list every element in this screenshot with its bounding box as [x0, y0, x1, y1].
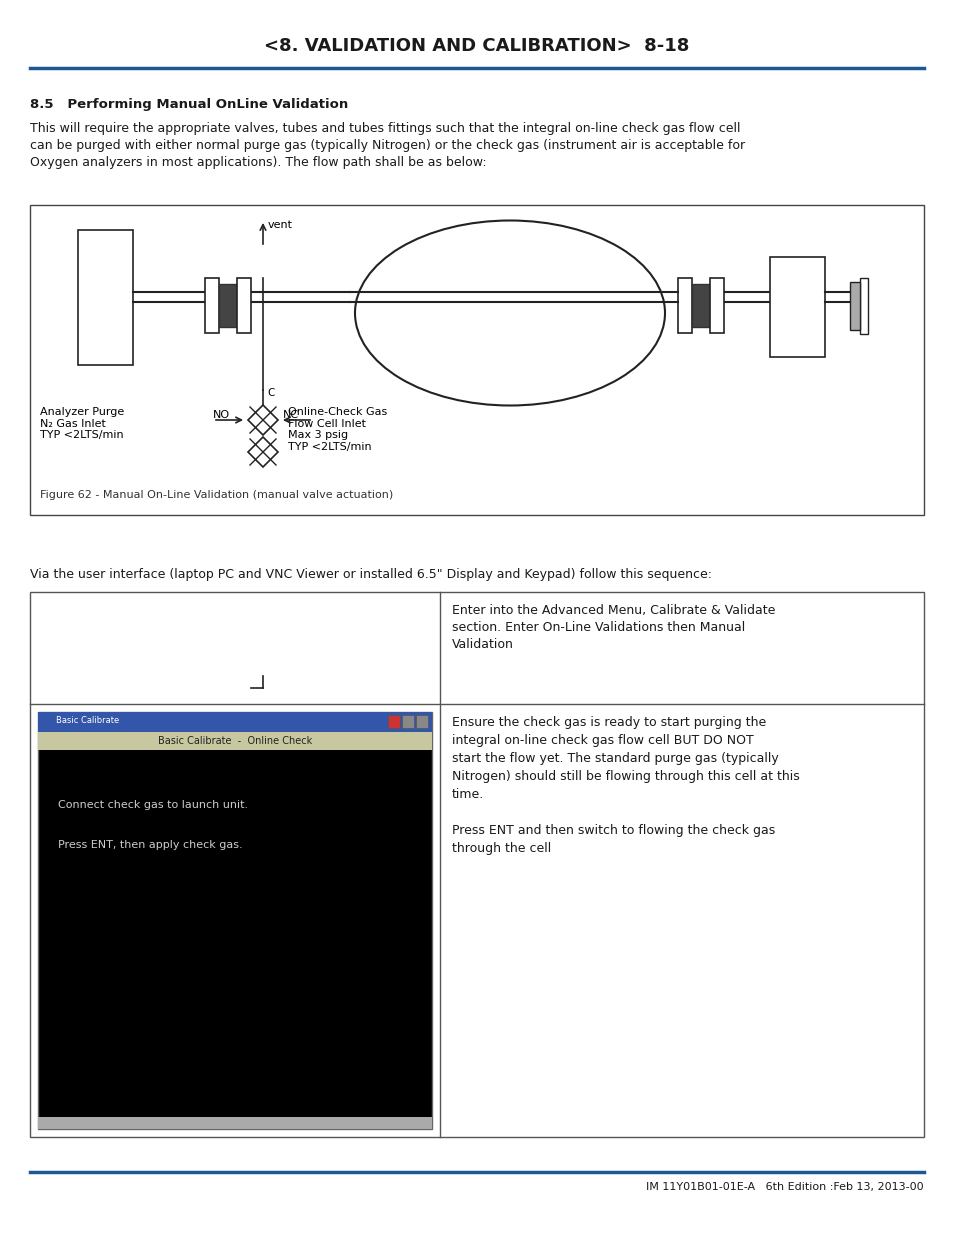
Text: Figure 62 - Manual On-Line Validation (manual valve actuation): Figure 62 - Manual On-Line Validation (m… [40, 490, 393, 500]
Text: Online-Check Gas
Flow Cell Inlet
Max 3 psig
TYP <2LTS/min: Online-Check Gas Flow Cell Inlet Max 3 p… [288, 408, 387, 452]
Polygon shape [248, 405, 277, 435]
Bar [38, 713, 432, 1129]
Text: <8. VALIDATION AND CALIBRATION>  8-18: <8. VALIDATION AND CALIBRATION> 8-18 [264, 37, 689, 56]
Text: Press ENT, then apply check gas.: Press ENT, then apply check gas. [58, 840, 242, 850]
Text: Basic Calibrate: Basic Calibrate [56, 716, 119, 725]
Bar [416, 715, 428, 727]
Bar [709, 278, 723, 333]
Bar [859, 278, 867, 333]
Bar [78, 230, 132, 366]
Bar [30, 592, 923, 1137]
Text: Basic Calibrate  -  Online Check: Basic Calibrate - Online Check [157, 736, 312, 746]
Bar [205, 278, 219, 333]
Bar [30, 205, 923, 515]
Bar [38, 713, 432, 732]
Bar [38, 1116, 432, 1129]
Bar [678, 278, 691, 333]
Text: NO: NO [213, 410, 230, 420]
Ellipse shape [355, 221, 664, 405]
Text: vent: vent [268, 220, 293, 230]
Polygon shape [248, 437, 277, 467]
Bar [388, 715, 399, 727]
Text: Analyzer Purge
N₂ Gas Inlet
TYP <2LTS/min: Analyzer Purge N₂ Gas Inlet TYP <2LTS/mi… [40, 408, 124, 440]
Text: IM 11Y01B01-01E-A   6th Edition :Feb 13, 2013-00: IM 11Y01B01-01E-A 6th Edition :Feb 13, 2… [646, 1182, 923, 1192]
Text: NC: NC [283, 410, 299, 420]
Bar [849, 282, 859, 330]
Text: Enter into the Advanced Menu, Calibrate & Validate
section. Enter On-Line Valida: Enter into the Advanced Menu, Calibrate … [452, 604, 775, 651]
Text: Via the user interface (laptop PC and VNC Viewer or installed 6.5" Display and K: Via the user interface (laptop PC and VN… [30, 568, 711, 580]
Bar [691, 284, 709, 327]
Text: This will require the appropriate valves, tubes and tubes fittings such that the: This will require the appropriate valves… [30, 122, 744, 169]
Bar [38, 732, 432, 750]
Text: Connect check gas to launch unit.: Connect check gas to launch unit. [58, 800, 248, 810]
Text: C: C [267, 388, 274, 398]
Text: 8.5   Performing Manual OnLine Validation: 8.5 Performing Manual OnLine Validation [30, 98, 348, 111]
Bar [236, 278, 251, 333]
Bar [401, 715, 414, 727]
Text: Ensure the check gas is ready to start purging the
integral on-line check gas fl: Ensure the check gas is ready to start p… [452, 716, 799, 855]
Bar [769, 257, 824, 357]
Bar [219, 284, 236, 327]
